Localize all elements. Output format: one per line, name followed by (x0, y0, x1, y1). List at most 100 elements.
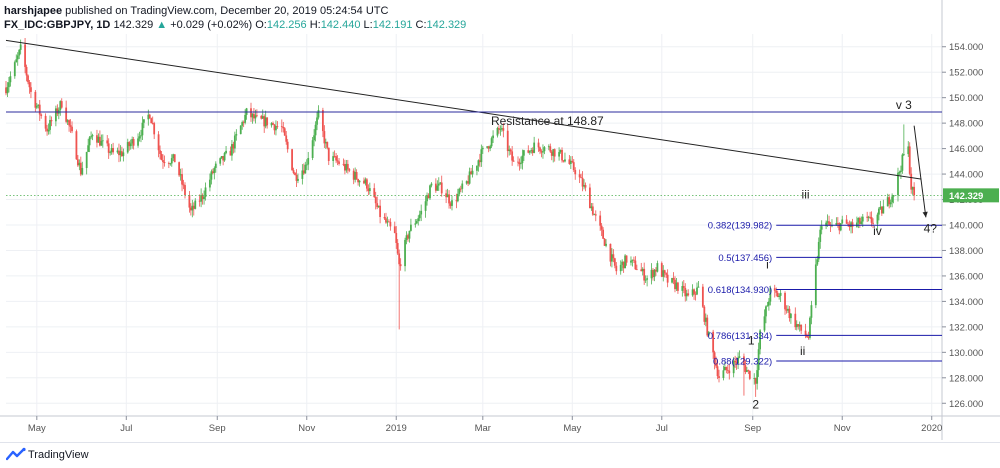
candle-body (78, 162, 81, 166)
candle-up (860, 216, 863, 225)
candle-up (817, 237, 820, 263)
low-value: 142.191 (372, 19, 413, 31)
candle-body (810, 305, 813, 318)
candle-body (34, 91, 37, 108)
candle-up (172, 153, 175, 161)
candle-body (210, 171, 213, 180)
candle-body (552, 149, 555, 156)
candle-body (167, 163, 170, 164)
candle-body (209, 179, 211, 188)
candle-body (461, 183, 464, 189)
candle-down (588, 183, 591, 209)
candle-body (16, 55, 19, 60)
candle-body (355, 172, 358, 180)
candle-up (91, 133, 94, 141)
candle-down (800, 324, 803, 334)
candle-up (489, 144, 492, 152)
candle-down (725, 366, 728, 374)
candle-down (716, 360, 719, 380)
candle-body (194, 200, 197, 209)
candle-down (511, 146, 514, 166)
tradingview-logo-icon[interactable] (6, 447, 26, 463)
candle-down (107, 138, 110, 159)
candle-body (336, 160, 339, 162)
candle-down (866, 211, 869, 222)
candle-up (219, 157, 222, 166)
candle-body (537, 142, 540, 148)
candle-up (841, 215, 844, 225)
candle-body (594, 214, 597, 216)
candle-body (672, 278, 675, 280)
candle-body (478, 160, 481, 163)
candle-body (778, 295, 781, 297)
candle-body (364, 179, 367, 184)
candle-up (593, 213, 596, 216)
candle-down (506, 123, 509, 158)
candle-up (110, 144, 113, 155)
candle-up (47, 123, 50, 135)
candle-up (789, 312, 792, 324)
candle-body (870, 217, 873, 223)
candle-body (163, 162, 166, 164)
candle-down (398, 249, 401, 330)
candle-up (430, 182, 433, 188)
candle-down (869, 211, 872, 220)
candle-body (826, 221, 829, 223)
candle-down (255, 109, 258, 118)
candle-body (908, 146, 911, 174)
author-name[interactable]: harshjapee (4, 5, 63, 17)
candle-body (745, 370, 748, 372)
candle-body (465, 181, 468, 184)
candle-body (327, 147, 330, 162)
candle-body (162, 159, 164, 163)
candle-up (204, 182, 207, 201)
candle-body (828, 221, 830, 225)
candle-up (233, 131, 236, 153)
candle-body (100, 140, 103, 146)
chart-svg[interactable]: 126.000 128.000 130.000 132.000 134.000 136.0… (0, 0, 1000, 442)
candle-body (593, 214, 596, 216)
candle-down (34, 90, 37, 112)
price-tick-label: 140.000 (949, 221, 983, 232)
candle-down (374, 191, 377, 210)
candle-down (276, 121, 279, 129)
open-value: 142.256 (266, 19, 307, 31)
candle-body (522, 150, 525, 156)
candle-up (907, 141, 910, 157)
candle-up (481, 145, 484, 154)
candle-up (304, 161, 307, 174)
candle-body (779, 292, 782, 296)
candle-body (559, 149, 562, 153)
price-tick-label: 154.000 (949, 42, 983, 53)
candle-up (878, 207, 880, 221)
candle-body (71, 126, 73, 132)
candle-body (743, 356, 745, 366)
candle-down (527, 145, 530, 154)
candle-body (785, 309, 788, 311)
candle-body (542, 151, 544, 153)
candle-body (385, 218, 387, 223)
candle-up (766, 302, 769, 307)
candle-body (254, 115, 257, 119)
candle-body (332, 156, 335, 162)
candle-down (677, 281, 679, 294)
candle-body (301, 170, 304, 179)
candle-down (25, 64, 28, 82)
tradingview-brand[interactable]: TradingView (28, 449, 89, 461)
candle-up (737, 352, 739, 370)
symbol-label[interactable]: FX_IDC:GBPJPY, 1D (4, 19, 111, 31)
candle-down (509, 148, 512, 155)
time-tick-label: 2020 (921, 423, 942, 434)
candle-body (304, 164, 307, 174)
candle-down (376, 196, 379, 210)
candle-body (814, 264, 817, 306)
candle-body (87, 145, 90, 152)
candle-body (60, 101, 63, 108)
candle-body (239, 125, 242, 135)
candle-body (79, 162, 82, 175)
candle-body (90, 136, 92, 138)
candle-down (888, 194, 891, 209)
candle-up (814, 258, 817, 309)
candle-body (506, 130, 509, 152)
candle-body (613, 258, 616, 266)
